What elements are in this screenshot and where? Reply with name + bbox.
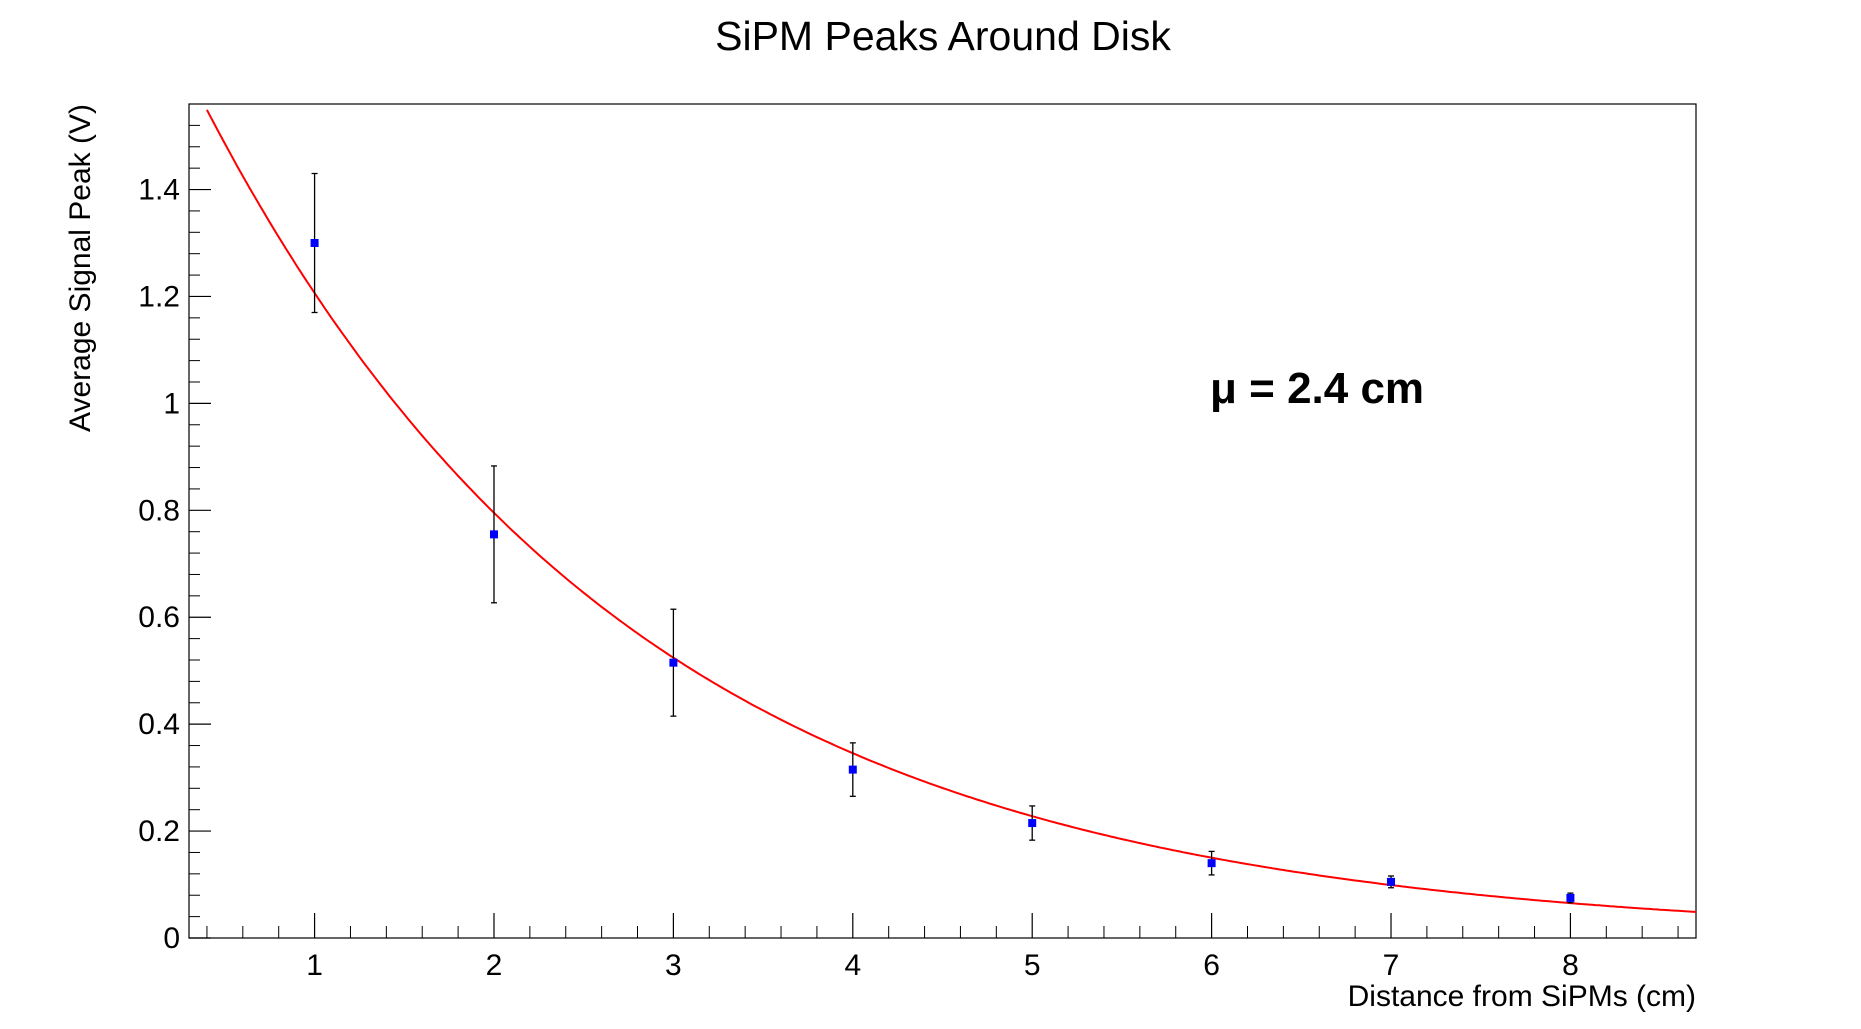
x-tick-label: 2 bbox=[486, 949, 503, 982]
data-point bbox=[1028, 819, 1037, 828]
data-point bbox=[1387, 877, 1396, 886]
x-axis-minor-ticks bbox=[206, 926, 1679, 938]
data-point bbox=[848, 765, 857, 774]
x-tick-label: 5 bbox=[1024, 949, 1041, 982]
data-point bbox=[489, 530, 498, 539]
y-tick-label: 1.2 bbox=[138, 280, 180, 313]
y-axis-label: Average Signal Peak (V) bbox=[64, 104, 97, 432]
y-tick-label: 0 bbox=[163, 922, 180, 955]
y-axis-ticks bbox=[189, 188, 211, 939]
y-tick-label: 0.4 bbox=[138, 708, 180, 741]
y-axis-minor-ticks bbox=[189, 124, 200, 918]
x-tick-label: 8 bbox=[1562, 949, 1579, 982]
x-tick-label: 4 bbox=[844, 949, 861, 982]
x-axis-tick-labels: 1 2 3 4 5 6 7 8 bbox=[306, 949, 1579, 982]
x-axis-label: Distance from SiPMs (cm) bbox=[1348, 980, 1696, 1013]
fit-curve bbox=[206, 109, 1697, 913]
x-tick-label: 7 bbox=[1383, 949, 1400, 982]
x-axis-ticks bbox=[313, 913, 1572, 938]
y-tick-label: 1.4 bbox=[138, 174, 180, 207]
y-tick-label: 0.6 bbox=[138, 601, 180, 634]
y-axis-tick-labels: 0 0.2 0.4 0.6 0.8 1 1.2 1.4 bbox=[138, 174, 180, 955]
data-point bbox=[310, 239, 319, 247]
fit-parameter-annotation: μ = 2.4 cm bbox=[1210, 364, 1424, 413]
y-tick-label: 0.2 bbox=[138, 815, 180, 848]
x-tick-label: 3 bbox=[665, 949, 682, 982]
chart-title: SiPM Peaks Around Disk bbox=[715, 13, 1171, 59]
data-point bbox=[1566, 893, 1575, 902]
data-point bbox=[669, 658, 678, 667]
data-points bbox=[310, 239, 1575, 902]
x-tick-label: 6 bbox=[1203, 949, 1220, 982]
y-tick-label: 0.8 bbox=[138, 494, 180, 527]
x-tick-label: 1 bbox=[306, 949, 323, 982]
data-point bbox=[1207, 859, 1216, 868]
plot-frame bbox=[188, 103, 1697, 939]
error-bars bbox=[311, 172, 1574, 904]
y-tick-label: 1 bbox=[163, 387, 180, 420]
